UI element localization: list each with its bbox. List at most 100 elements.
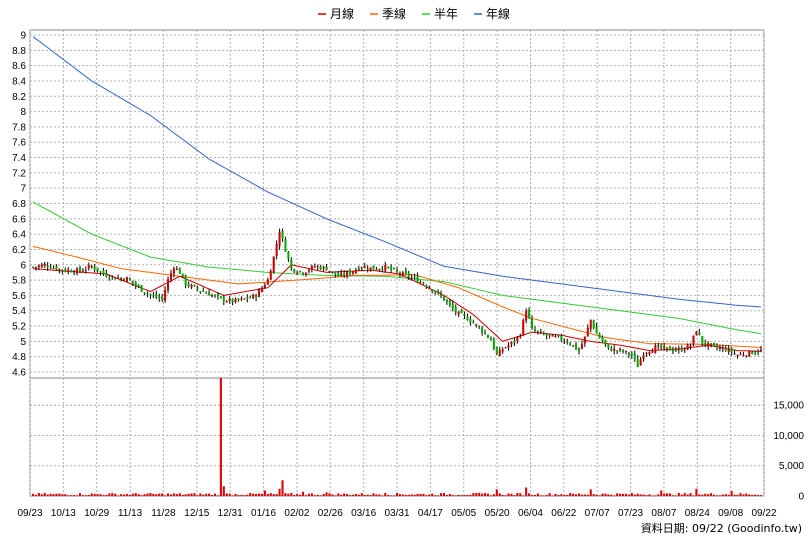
volume-bar <box>228 493 231 496</box>
volume-bar <box>624 493 627 496</box>
candle-body <box>287 252 290 259</box>
volume-bar <box>331 494 334 496</box>
volume-bar <box>55 493 58 496</box>
candle-body <box>357 268 360 271</box>
volume-bar <box>269 493 272 496</box>
candle-body <box>334 271 337 275</box>
candle-body <box>674 349 677 351</box>
candle-body <box>660 344 663 349</box>
candle-body <box>718 347 721 349</box>
volume-bar <box>167 493 170 496</box>
candle-body <box>748 350 751 357</box>
volume-bar <box>181 494 184 496</box>
candle-body <box>211 295 214 297</box>
volume-bar <box>472 493 475 496</box>
candle-body <box>575 343 578 350</box>
x-tick-label: 08/24 <box>685 508 710 519</box>
volume-bar <box>387 494 390 496</box>
volume-bar <box>645 495 648 496</box>
candle-body <box>754 352 757 354</box>
volume-bar <box>357 494 360 496</box>
candle-body <box>76 268 79 274</box>
candle-body <box>246 297 249 299</box>
volume-bar <box>648 494 651 496</box>
volume-bar <box>249 492 252 496</box>
candle-body <box>407 273 410 277</box>
candle-body <box>627 352 630 355</box>
volume-bar <box>698 494 701 496</box>
volume-bar <box>340 494 343 496</box>
volume-bar <box>686 494 689 496</box>
volume-bar <box>378 494 381 496</box>
volume-bar <box>721 494 724 496</box>
candle-body <box>633 353 636 359</box>
volume-bar <box>759 495 763 496</box>
volume-bar <box>575 494 578 496</box>
volume-bar <box>393 495 396 497</box>
volume-bar <box>143 494 146 496</box>
candle-body <box>67 269 70 272</box>
volume-bar <box>384 492 387 496</box>
volume-bar <box>545 494 548 496</box>
volume-bar <box>111 493 114 496</box>
candle-body <box>413 276 416 278</box>
volume-bar <box>454 495 457 497</box>
volume-bar <box>73 494 76 496</box>
volume-bar <box>445 495 448 496</box>
volume-bar <box>536 493 539 496</box>
volume-bar <box>633 494 636 496</box>
candle-body <box>49 267 52 269</box>
volume-frame <box>29 377 765 497</box>
volume-bar <box>134 493 137 496</box>
candle-body <box>34 266 37 268</box>
candle-body <box>319 266 322 270</box>
candlesticks <box>31 228 763 368</box>
candle-body <box>533 329 536 331</box>
volume-bar <box>258 493 261 496</box>
volume-bar <box>733 494 736 496</box>
candle-body <box>175 268 178 270</box>
candle-body <box>666 347 669 349</box>
volume-bar <box>381 495 384 497</box>
volume-bar <box>158 493 161 496</box>
candle-body <box>759 349 763 352</box>
volume-bar <box>70 495 73 496</box>
volume-bar <box>114 493 117 496</box>
volume-bar <box>205 493 208 496</box>
candle-body <box>704 342 707 346</box>
candle-body <box>307 270 310 272</box>
candle-body <box>237 298 240 301</box>
volume-bar <box>287 493 290 496</box>
volume-bar <box>260 493 263 496</box>
candle-body <box>425 285 428 288</box>
volume-bar <box>457 494 460 496</box>
candle-body <box>577 348 581 351</box>
candle-body <box>202 291 205 293</box>
volume-bar <box>178 493 181 496</box>
volume-bar <box>601 493 604 496</box>
volume-bar <box>76 495 79 497</box>
candle-body <box>40 264 43 268</box>
volume-bar <box>627 494 630 496</box>
candle-body <box>360 267 363 269</box>
price-tick-label: 7.2 <box>12 168 26 179</box>
volume-bar <box>64 494 67 496</box>
volume-bar <box>346 493 349 496</box>
candle-body <box>519 335 522 338</box>
volume-bars <box>31 378 763 497</box>
volume-bar <box>683 493 686 496</box>
volume-bar <box>701 494 704 496</box>
candle-body <box>178 268 181 274</box>
x-tick-label: 10/13 <box>51 508 76 519</box>
volume-bar <box>219 378 222 496</box>
candle-body <box>569 343 572 345</box>
volume-bar <box>660 490 663 496</box>
candle-body <box>272 256 275 273</box>
candle-body <box>52 267 55 269</box>
candle-body <box>451 303 454 309</box>
volume-bar <box>175 494 178 496</box>
candle-body <box>131 280 134 284</box>
volume-bar <box>328 493 331 496</box>
candle-body <box>216 293 219 297</box>
candle-body <box>111 276 114 278</box>
